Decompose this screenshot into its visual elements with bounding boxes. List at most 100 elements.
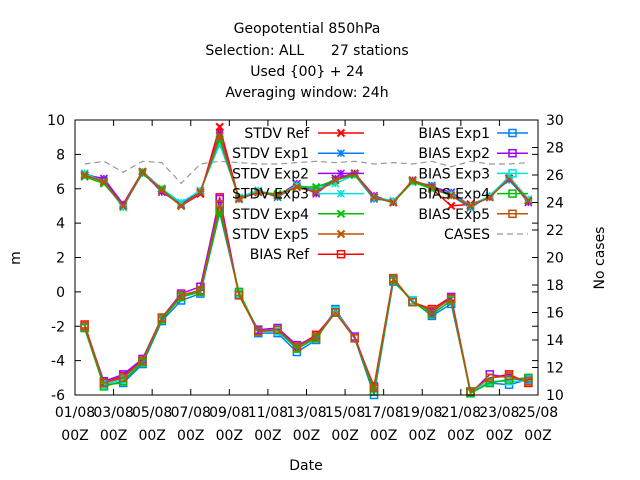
legend-item: BIAS Exp5: [418, 207, 528, 223]
point-bias-exp2: [215, 194, 224, 204]
point-stdv-exp5: [446, 191, 456, 200]
plot-frame: [74, 119, 539, 396]
x-tick-label-hour: 00Z: [524, 428, 551, 444]
y2-tick-label: 18: [546, 278, 564, 294]
point-stdv-exp5: [99, 177, 109, 187]
x-axis-label: Date: [289, 458, 322, 474]
legend-swatch-marker: [336, 189, 346, 198]
x-tick-label-date: 15/08: [325, 405, 365, 421]
point-bias-exp5: [157, 313, 167, 322]
legend-swatch-marker: [336, 249, 346, 259]
legend: STDV Ref STDV Exp1 STDV Exp2 STDV Exp3 STDV …: [232, 126, 528, 263]
chart-title-line-2: Selection: ALL 27 stations: [205, 43, 408, 59]
y2-tick-label: 30: [546, 113, 564, 129]
y2-tick-label: 10: [546, 388, 564, 404]
point-bias-exp5: [504, 371, 514, 381]
point-bias-exp5: [196, 285, 205, 295]
point-stdv-exp5: [311, 187, 321, 197]
y-tick-label: 0: [56, 285, 65, 301]
y-tick-label: -6: [51, 388, 65, 404]
legend-item: STDV Exp1: [232, 146, 364, 162]
point-stdv-exp5: [504, 174, 514, 183]
point-stdv-ref: [446, 201, 456, 211]
point-stdv-exp3: [524, 195, 533, 204]
line-cases: [84, 160, 529, 185]
point-bias-exp5: [176, 291, 186, 300]
point-stdv-exp3: [331, 179, 340, 188]
legend-item: STDV Exp2: [232, 166, 364, 182]
point-stdv-exp5: [485, 193, 494, 202]
x-tick-label-date: 11/08: [248, 405, 288, 421]
point-stdv-exp5: [331, 175, 340, 185]
point-stdv-exp5: [369, 193, 379, 202]
y2-axis-label: No cases: [592, 227, 608, 290]
point-stdv-exp5: [119, 201, 128, 211]
legend-item: BIAS Exp1: [418, 126, 528, 142]
legend-item: BIAS Exp4: [418, 187, 528, 203]
series-stdv-exp5: [80, 131, 533, 211]
legend-label: STDV Exp2: [232, 166, 309, 182]
point-stdv-exp4: [80, 172, 89, 181]
y2-tick-label: 24: [546, 196, 564, 212]
x-tick-label-hour: 00Z: [138, 428, 165, 444]
point-bias-exp5: [350, 334, 359, 343]
point-stdv-exp5: [176, 201, 186, 211]
x-tick-label-hour: 00Z: [100, 428, 127, 444]
legend-swatch-marker: [508, 189, 517, 198]
legend-swatch-marker: [336, 169, 346, 178]
legend-swatch-marker: [508, 169, 517, 178]
x-tick-label-hour: 00Z: [293, 428, 320, 444]
point-stdv-exp3: [177, 198, 186, 207]
point-stdv-exp3: [80, 169, 89, 178]
point-stdv-exp2: [331, 174, 340, 183]
x-tick-label-date: 25/08: [518, 405, 558, 421]
point-stdv-exp3: [485, 191, 494, 200]
point-bias-exp5: [369, 383, 379, 393]
point-stdv-exp5: [466, 201, 475, 211]
x-tick-label-date: 17/08: [363, 405, 403, 421]
point-bias-exp5: [138, 356, 147, 365]
legend-item: STDV Exp3: [232, 187, 364, 203]
x-tick-label-date: 01/08: [55, 405, 95, 421]
point-stdv-exp3: [447, 189, 456, 198]
legend-label: BIAS Exp5: [418, 207, 490, 223]
x-tick-label-hour: 00Z: [216, 428, 243, 444]
point-bias-exp5: [389, 273, 398, 283]
point-bias-exp5: [446, 294, 456, 303]
legend-swatch-marker: [336, 229, 346, 239]
y2-tick-label: 28: [546, 141, 564, 157]
point-bias-exp5: [99, 378, 109, 388]
y-tick-label: 10: [47, 113, 65, 129]
legend-label: STDV Exp5: [232, 227, 309, 243]
x-tick-label-hour: 00Z: [409, 428, 436, 444]
legend-swatch-marker: [336, 149, 346, 158]
point-stdv-exp3: [389, 196, 398, 205]
point-stdv-exp5: [408, 175, 417, 185]
legend-swatch-marker: [508, 209, 517, 219]
point-stdv-exp5: [196, 187, 205, 197]
legend-label: STDV Exp1: [232, 146, 309, 162]
point-stdv-exp3: [119, 203, 128, 212]
chart-title-line-4: Averaging window: 24h: [225, 85, 388, 101]
point-stdv-exp5: [80, 170, 89, 180]
y2-tick-label: 20: [546, 251, 564, 267]
y2-tick-label: 26: [546, 168, 564, 184]
x-tick-label-date: 21/08: [441, 405, 481, 421]
point-bias-exp5: [408, 297, 417, 307]
x-tick-label-hour: 00Z: [370, 428, 397, 444]
x-tick-label-date: 09/08: [209, 405, 249, 421]
y-tick-label: 6: [56, 182, 65, 198]
point-stdv-exp3: [215, 140, 224, 149]
point-stdv-exp3: [254, 186, 263, 195]
point-stdv-exp3: [312, 184, 321, 193]
point-bias-exp5: [118, 373, 128, 383]
legend-label: BIAS Exp1: [418, 126, 490, 142]
legend-item: BIAS Exp3: [418, 166, 528, 182]
point-stdv-exp5: [254, 187, 263, 197]
point-stdv-exp5: [273, 191, 282, 200]
y-axis-label: m: [8, 251, 24, 265]
x-tick-label-date: 05/08: [132, 405, 172, 421]
point-stdv-exp5: [138, 167, 147, 176]
point-bias-exp5: [215, 199, 224, 209]
